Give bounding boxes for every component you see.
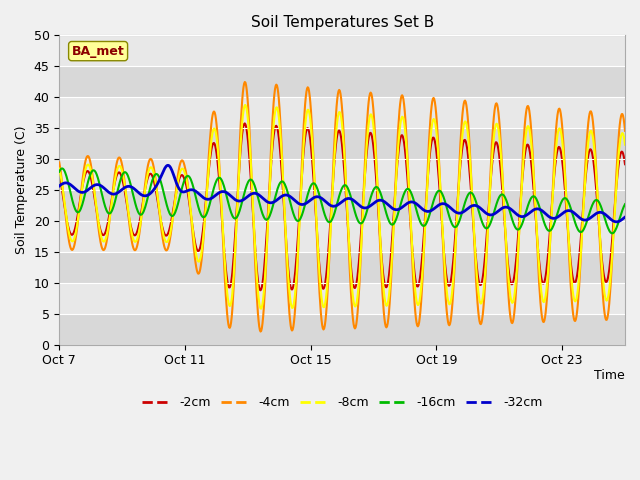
Bar xyxy=(60,190,625,221)
Title: Soil Temperatures Set B: Soil Temperatures Set B xyxy=(250,15,434,30)
Bar xyxy=(60,221,625,252)
Bar xyxy=(60,252,625,283)
Bar xyxy=(60,159,625,190)
Bar xyxy=(60,36,625,66)
Bar xyxy=(60,313,625,345)
Bar xyxy=(60,128,625,159)
Bar xyxy=(60,66,625,97)
Bar xyxy=(60,283,625,313)
Y-axis label: Soil Temperature (C): Soil Temperature (C) xyxy=(15,126,28,254)
Bar xyxy=(60,97,625,128)
Text: BA_met: BA_met xyxy=(72,45,124,58)
Text: Time: Time xyxy=(595,369,625,382)
Legend: -2cm, -4cm, -8cm, -16cm, -32cm: -2cm, -4cm, -8cm, -16cm, -32cm xyxy=(137,391,548,414)
